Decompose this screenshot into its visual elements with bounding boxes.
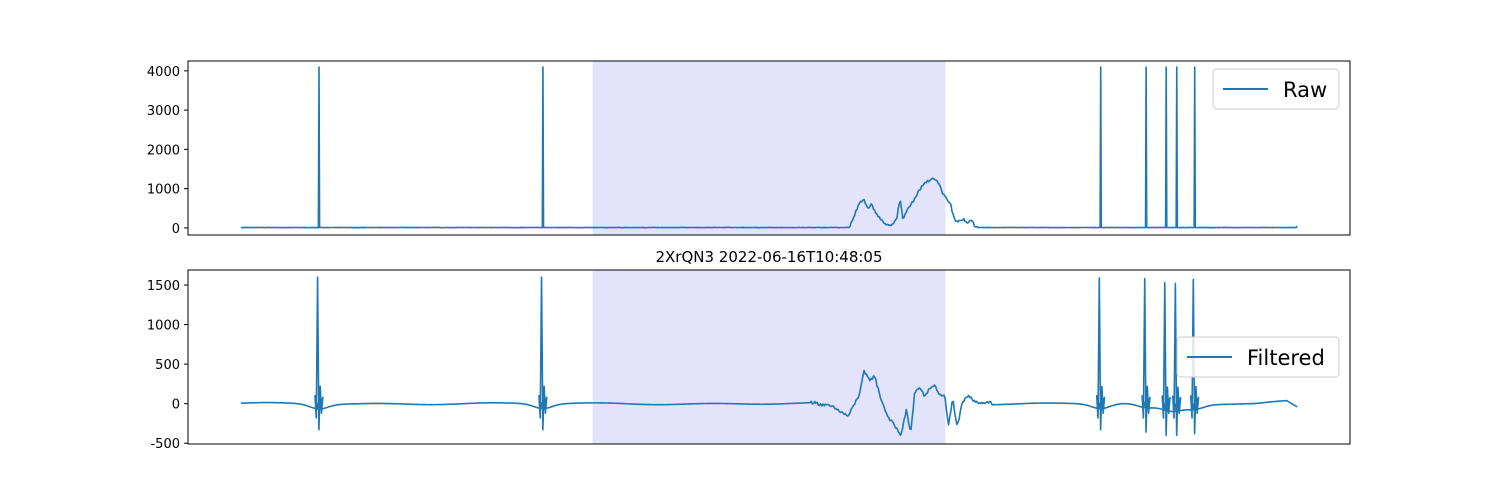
filtered-highlight-band	[592, 270, 946, 444]
y-tick-label: 2000	[147, 143, 180, 158]
y-tick-label: 1500	[147, 279, 180, 294]
raw-legend-box	[1212, 68, 1340, 110]
filtered-panel-title: 2XrQN3 2022-06-16T10:48:05	[655, 248, 882, 266]
filtered-legend: Filtered	[1176, 336, 1340, 378]
raw-series-line	[240, 66, 1298, 229]
y-tick-label: 1000	[147, 183, 180, 198]
y-tick-label: 1000	[147, 319, 180, 334]
filtered-legend-box	[1176, 336, 1340, 378]
filtered-axes-frame	[187, 269, 1351, 445]
raw-panel: 0 1000 2000 3000 4000 Raw	[147, 60, 1351, 237]
filtered-panel: -500 0 500 1000 1500 Filtered	[147, 269, 1351, 452]
y-tick-label: -500	[150, 437, 180, 452]
filtered-series-line	[240, 276, 1298, 437]
raw-legend: Raw	[1212, 68, 1340, 110]
raw-y-ticks: 0 1000 2000 3000 4000	[147, 65, 188, 237]
y-tick-label: 0	[172, 398, 180, 413]
filtered-legend-label: Filtered	[1247, 346, 1325, 370]
y-tick-label: 500	[155, 358, 180, 373]
raw-legend-label: Raw	[1283, 78, 1327, 102]
filtered-y-ticks: -500 0 500 1000 1500	[147, 279, 188, 452]
y-tick-label: 0	[172, 222, 180, 237]
raw-highlight-band	[592, 61, 946, 235]
y-tick-label: 3000	[147, 104, 180, 119]
raw-axes-frame	[187, 60, 1351, 236]
y-tick-label: 4000	[147, 65, 180, 80]
